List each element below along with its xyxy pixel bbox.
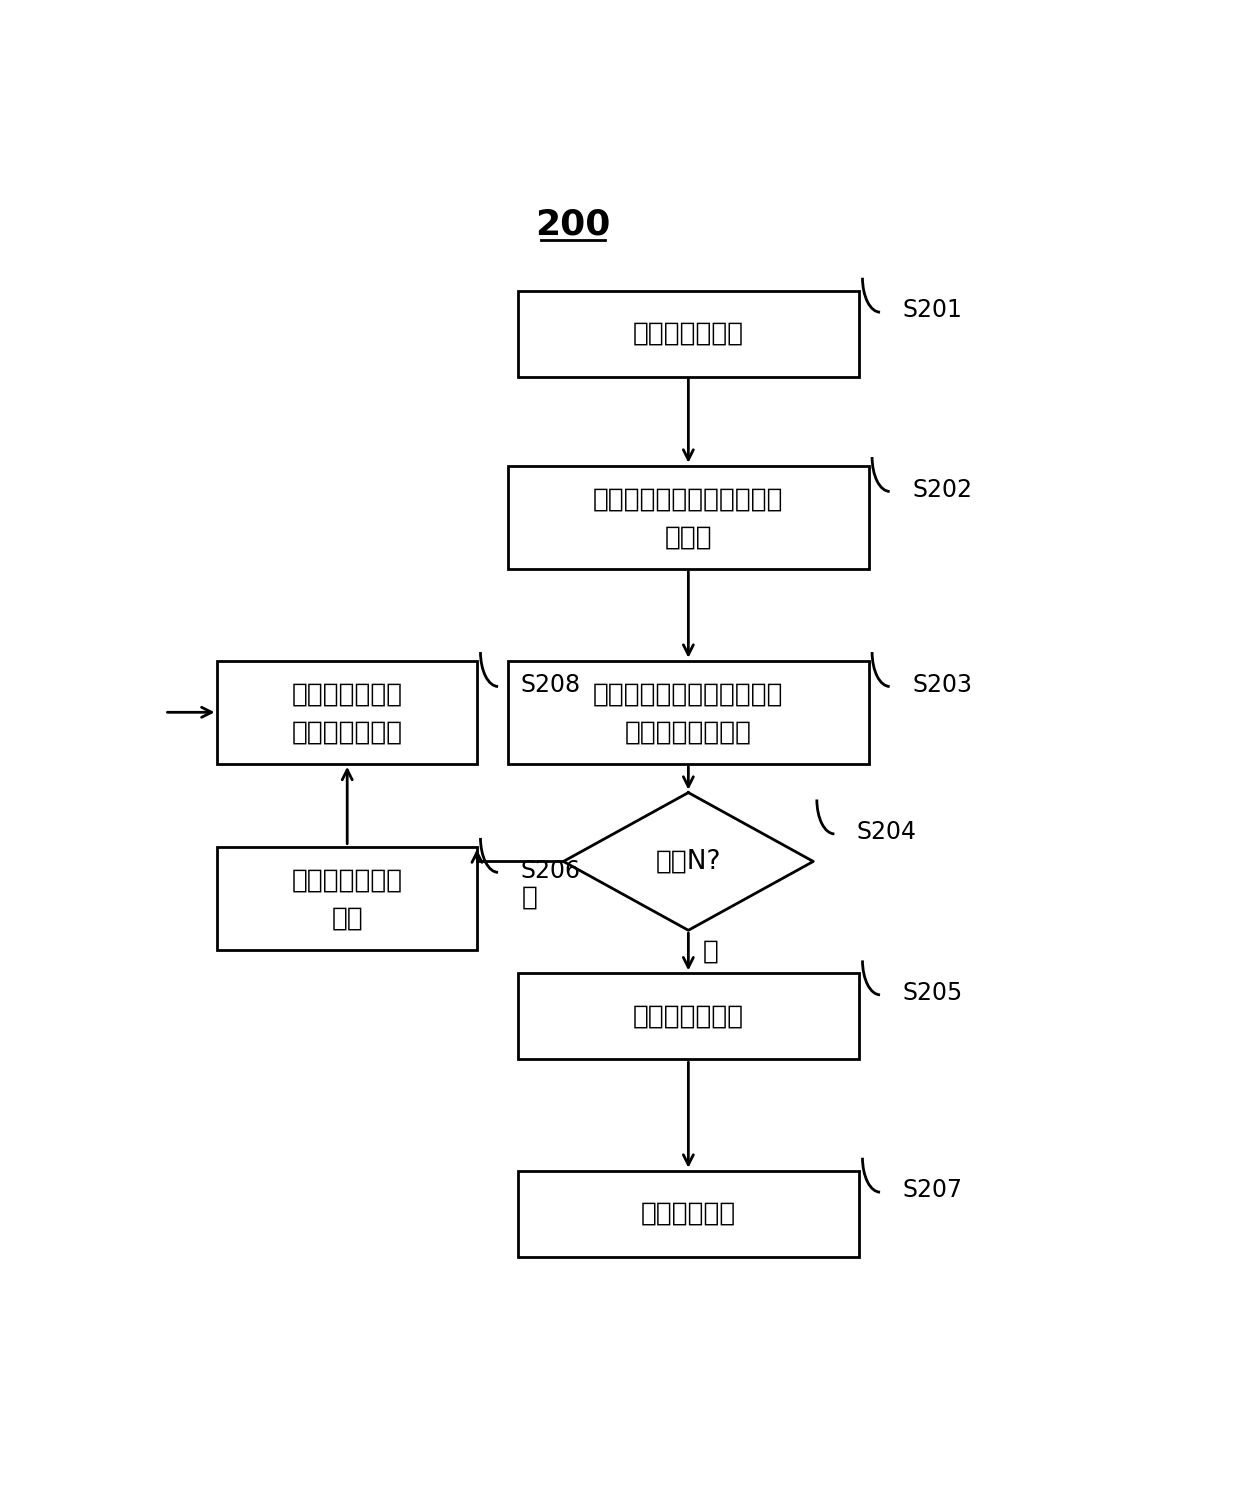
Text: 采集视频帧图像: 采集视频帧图像: [632, 320, 744, 347]
Text: 200: 200: [536, 207, 611, 241]
Bar: [508, 465, 868, 569]
Text: S201: S201: [903, 298, 962, 322]
Bar: [518, 973, 859, 1059]
Text: 计算前后图像帧之间的相似: 计算前后图像帧之间的相似: [593, 487, 784, 513]
Text: S203: S203: [913, 673, 972, 697]
Polygon shape: [563, 793, 813, 930]
Text: S202: S202: [913, 478, 972, 502]
Text: 重新判断后续帧: 重新判断后续帧: [291, 682, 403, 708]
Bar: [217, 660, 477, 764]
Text: 计算连续的相似度指标大于: 计算连续的相似度指标大于: [593, 682, 784, 708]
Text: S207: S207: [903, 1179, 962, 1202]
Text: 相似度阈值的次数: 相似度阈值的次数: [625, 720, 751, 746]
Text: S208: S208: [521, 673, 580, 697]
Bar: [217, 846, 477, 949]
Text: 遮挡: 遮挡: [331, 906, 363, 931]
Text: S204: S204: [857, 820, 916, 845]
Text: 判定视频没有被: 判定视频没有被: [291, 867, 403, 894]
Text: S205: S205: [903, 980, 962, 1006]
Text: 判定视频被遮挡: 判定视频被遮挡: [632, 1003, 744, 1030]
Text: 度指标: 度指标: [665, 524, 712, 551]
Text: 小于N?: 小于N?: [656, 848, 722, 875]
Bar: [518, 291, 859, 377]
Bar: [518, 1171, 859, 1256]
Text: 否: 否: [703, 939, 719, 966]
Text: 视频遮挡报警: 视频遮挡报警: [641, 1201, 737, 1226]
Text: S206: S206: [521, 858, 580, 882]
Bar: [508, 660, 868, 764]
Text: 图像是否被遮挡: 图像是否被遮挡: [291, 720, 403, 746]
Text: 是: 是: [522, 885, 538, 910]
